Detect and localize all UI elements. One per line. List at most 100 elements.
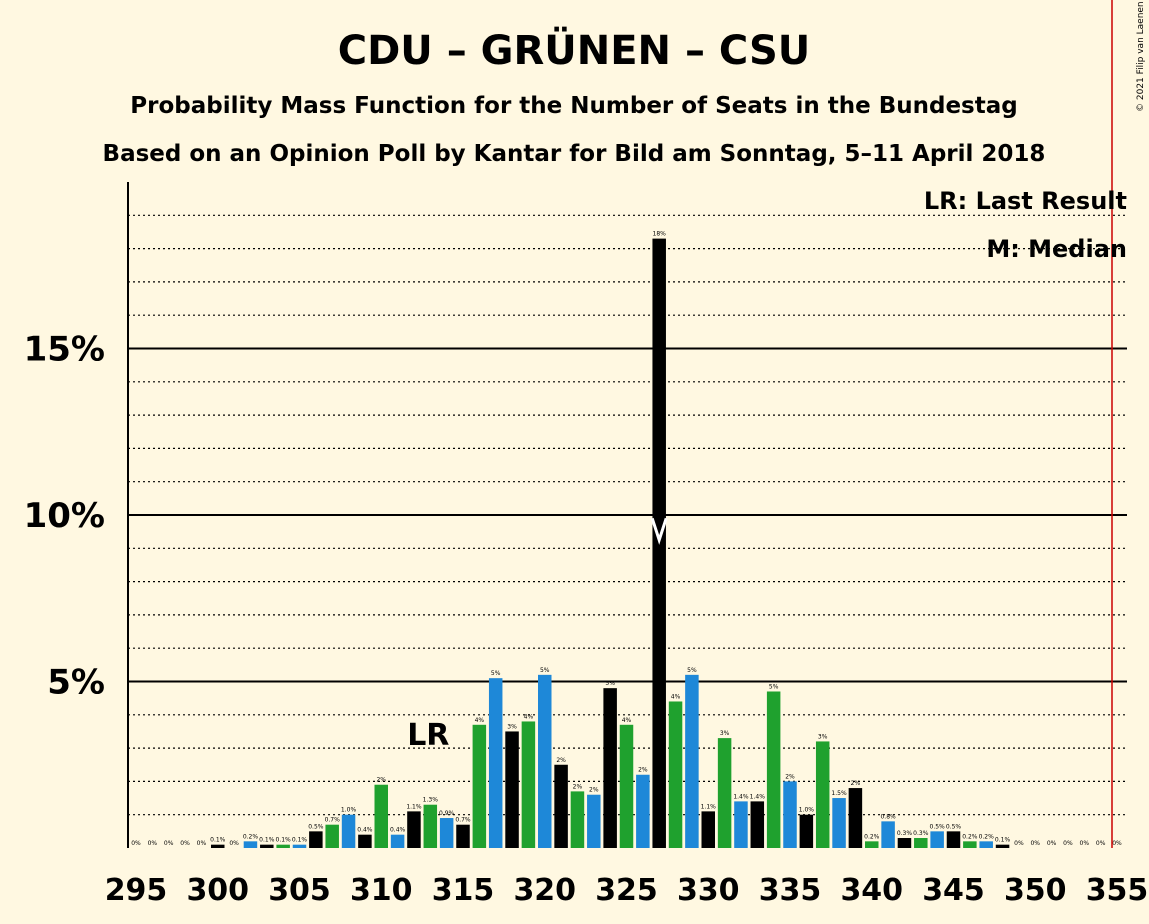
bars (211, 238, 1010, 849)
bar-value-label: 0% (1047, 840, 1057, 847)
bar-value-label: 5% (687, 667, 697, 674)
bar-value-label: 0.4% (357, 827, 373, 834)
bar (374, 784, 388, 848)
bar-value-label: 2% (376, 777, 386, 784)
bar (390, 834, 405, 848)
bar (456, 824, 470, 848)
bar-value-label: 0.5% (946, 823, 962, 830)
bar-value-label: 0.3% (897, 830, 913, 837)
bar (636, 774, 650, 848)
bar (211, 844, 225, 848)
bar-value-label: 18% (653, 231, 667, 238)
bar-value-label: 1.0% (341, 807, 357, 814)
bar-value-label: 0% (164, 840, 174, 847)
last-result-label: LR (407, 718, 449, 753)
bar-value-label: 2% (589, 787, 599, 794)
x-tick-label: 350 (1004, 873, 1067, 908)
bar (603, 688, 617, 848)
copyright-text: © 2021 Filip van Laenen (1136, 1, 1146, 112)
bar-value-label: 0.1% (276, 837, 292, 844)
bar-value-label: 1.0% (799, 807, 815, 814)
bar (619, 724, 634, 848)
bar (930, 831, 944, 848)
x-tick-label: 330 (677, 873, 740, 908)
bar-value-label: 4% (475, 717, 485, 724)
bar (832, 798, 846, 848)
bar-value-label: 0% (131, 840, 141, 847)
bar-value-label: 0% (1063, 840, 1073, 847)
bar (734, 801, 748, 848)
bar-value-label: 1.1% (701, 803, 717, 810)
bar (423, 804, 438, 848)
bar (439, 818, 454, 848)
bar-value-label: 0% (197, 840, 207, 847)
bar (750, 801, 765, 848)
x-tick-label: 335 (759, 873, 822, 908)
x-tick-label: 345 (922, 873, 985, 908)
bar (407, 811, 421, 848)
bar (358, 834, 372, 848)
bar (570, 791, 585, 848)
bar-value-label: 4% (671, 693, 681, 700)
bar-value-label: 2% (556, 757, 566, 764)
bar (815, 741, 830, 848)
bar-value-label: 2% (851, 780, 861, 787)
x-tick-label: 305 (268, 873, 331, 908)
bar-value-label: 3% (818, 733, 828, 740)
bar (701, 811, 715, 848)
bar-value-label: 2% (785, 773, 795, 780)
bar (668, 701, 683, 848)
x-axis-labels: 295 300 305 310 315 320 325 330 335 340 345 350 355 (105, 873, 1149, 908)
bar-value-label: 3% (507, 723, 517, 730)
bar (799, 814, 814, 848)
bar-value-label: 0.1% (210, 837, 226, 844)
bar-value-label: 0.4% (390, 827, 406, 834)
x-tick-label: 310 (350, 873, 413, 908)
bar-value-label: 0% (1014, 840, 1024, 847)
bar-value-label: 0.5% (930, 823, 946, 830)
bar (341, 814, 356, 848)
bar-value-label: 0% (1112, 840, 1122, 847)
legend-median: M: Median (986, 235, 1127, 263)
y-tick-label: 10% (24, 496, 105, 536)
bar-value-label: 0.1% (292, 837, 308, 844)
bar (963, 841, 977, 848)
bar-value-label: 0% (180, 840, 190, 847)
bar (521, 721, 536, 848)
bar-value-label: 0.1% (259, 837, 275, 844)
bar (554, 764, 568, 848)
bar (914, 838, 928, 848)
bar-value-label: 4% (524, 713, 534, 720)
bar (979, 841, 993, 848)
bar (783, 781, 797, 848)
bar-value-label: 0.7% (325, 817, 341, 824)
x-tick-label: 295 (105, 873, 168, 908)
bar (292, 844, 307, 848)
median-marker (650, 517, 668, 545)
bar (538, 674, 552, 848)
x-tick-label: 340 (840, 873, 903, 908)
gridlines (128, 214, 1127, 816)
bar-value-label: 5% (769, 683, 779, 690)
x-tick-label: 315 (432, 873, 495, 908)
bar-value-label: 0% (148, 840, 158, 847)
bar-value-label: 3% (720, 730, 730, 737)
bar-value-label: 0.2% (979, 833, 995, 840)
bar-value-label: 0% (229, 840, 239, 847)
chart-title: CDU – GRÜNEN – CSU (338, 26, 811, 74)
chart-subtitle: Probability Mass Function for the Number… (130, 93, 1017, 119)
bar-value-label: 0.1% (995, 837, 1011, 844)
bar-value-label: 0% (1030, 840, 1040, 847)
bar-value-label: 0.8% (880, 813, 896, 820)
bar-value-label: 0.2% (243, 833, 259, 840)
bar (260, 844, 274, 848)
bar-value-label: 0.7% (455, 817, 471, 824)
y-tick-label: 15% (24, 330, 105, 370)
bar (865, 841, 879, 848)
bar (995, 844, 1010, 848)
bar (243, 841, 258, 848)
bar (881, 821, 895, 848)
bar (472, 724, 487, 848)
bar-value-label: 5% (540, 667, 550, 674)
